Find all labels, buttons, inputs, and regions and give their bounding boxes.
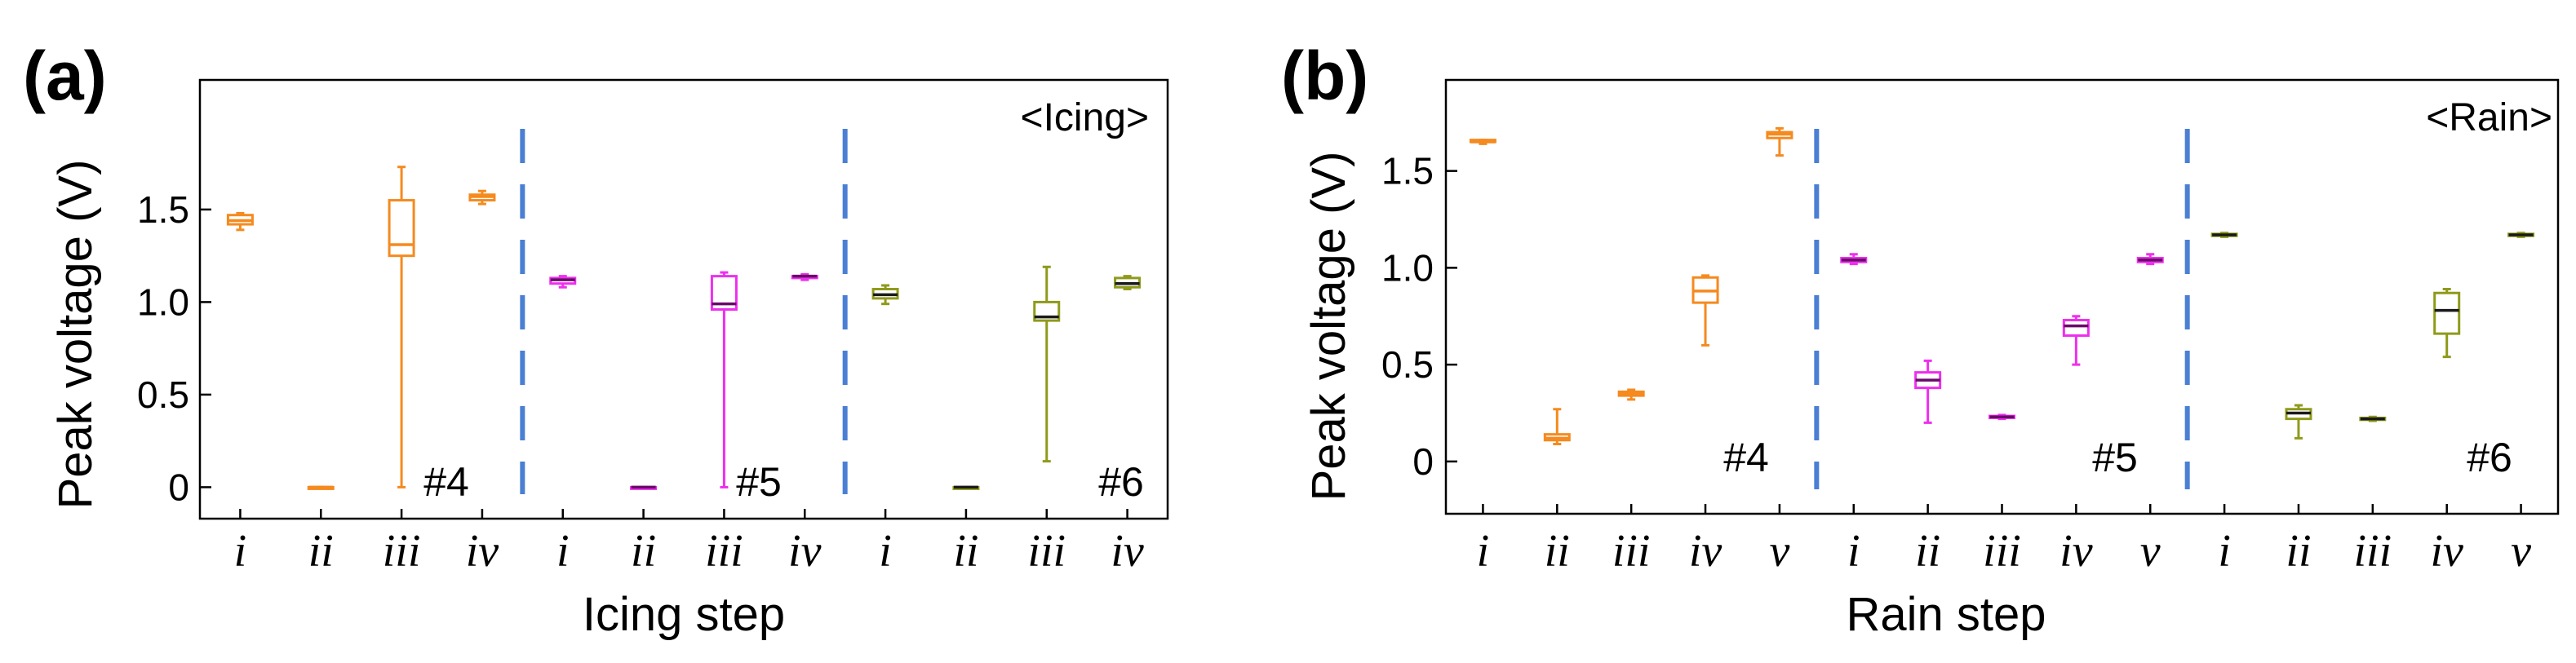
x-tick-label: iv	[2059, 526, 2093, 577]
x-tick-label: iv	[1689, 526, 1723, 577]
x-tick-label: ii	[631, 526, 656, 577]
box-plot	[1766, 126, 1793, 157]
x-tick-label: iv	[466, 526, 499, 577]
y-tick-label: 0	[1412, 440, 1434, 483]
x-tick-label: iii	[383, 526, 421, 577]
x-tick-label: iii	[1027, 526, 1066, 577]
box-body	[388, 199, 415, 258]
y-tick-label: 1.5	[137, 188, 189, 231]
x-tick-label: iii	[1612, 526, 1651, 577]
box-plot	[1617, 388, 1645, 401]
x-tick-labels: i ii iii iv v i ii iii iv v i ii iii iv v	[1477, 504, 2531, 577]
group-label: #6	[2467, 435, 2512, 480]
x-axis-label: Rain step	[1846, 588, 2046, 641]
box-plot	[307, 485, 335, 490]
y-tick-label: 0.5	[1381, 343, 1434, 386]
x-tick-label: iv	[1111, 526, 1144, 577]
box-plot	[710, 271, 738, 488]
x-tick-label: iii	[1983, 526, 2021, 577]
box-plot	[630, 485, 658, 490]
box-plot	[791, 272, 818, 281]
box-plot	[1543, 408, 1571, 445]
group-label: #4	[423, 459, 469, 505]
box-plot	[468, 189, 496, 206]
x-tick-label: ii	[953, 526, 978, 577]
x-tick-label: v	[2140, 526, 2161, 577]
chart-annotation: <Icing>	[1021, 96, 1149, 139]
x-tick-label: ii	[1915, 526, 1940, 577]
y-tick-label: 0	[168, 466, 189, 508]
x-tick-label: i	[234, 526, 247, 577]
chart-annotation: <Rain>	[2426, 96, 2552, 139]
y-tick-label: 1.0	[137, 281, 189, 323]
box-plot	[1840, 253, 1868, 266]
box-plot	[952, 485, 980, 490]
group-labels: #4 #5 #6	[1723, 435, 2512, 480]
box-plot	[2285, 404, 2312, 440]
box-plot	[2507, 232, 2535, 238]
box-plots	[1469, 126, 2535, 445]
box-plot	[871, 284, 899, 306]
box-plots	[226, 166, 1142, 490]
group-label: #6	[1098, 459, 1144, 505]
x-tick-label: i	[556, 526, 570, 577]
box-plot	[2136, 253, 2164, 266]
x-tick-label: v	[2511, 526, 2531, 577]
x-tick-label: iii	[2353, 526, 2392, 577]
x-axis-label: Icing step	[583, 588, 785, 641]
box-plot	[1914, 359, 1942, 424]
box-plot	[1691, 274, 1719, 347]
box-plot	[1033, 265, 1061, 463]
box-plot	[226, 211, 254, 232]
x-tick-label: ii	[1545, 526, 1570, 577]
group-separators	[1814, 129, 2190, 489]
y-ticks: 0 0.5 1.0 1.5	[1381, 150, 1457, 483]
panel-label: (b)	[1281, 38, 1368, 114]
group-separators	[520, 129, 848, 494]
group-label: #5	[736, 459, 782, 505]
plot-frame	[198, 78, 1169, 520]
plot-frame	[1444, 78, 2560, 515]
box-plot	[1114, 275, 1142, 291]
x-tick-label: i	[1847, 526, 1860, 577]
x-tick-label: v	[1769, 526, 1789, 577]
box-plot	[388, 166, 415, 488]
x-tick-label: iv	[2430, 526, 2463, 577]
box-plot	[1469, 139, 1496, 145]
group-labels: #4 #5 #6	[423, 459, 1144, 505]
box-plot	[2433, 288, 2461, 359]
box-body	[2062, 319, 2090, 337]
y-axis-label: Peak voltage (V)	[1302, 152, 1355, 502]
y-tick-label: 1.0	[1381, 246, 1434, 289]
x-tick-label: i	[2218, 526, 2231, 577]
box-plot	[2062, 315, 2090, 366]
box-body	[2433, 291, 2461, 335]
x-tick-label: i	[1477, 526, 1490, 577]
x-tick-labels: i ii iii iv i ii iii iv i ii iii iv	[234, 509, 1144, 577]
group-label: #4	[1723, 435, 1769, 480]
panel-a: (a) Peak voltage (V) Icing step <Icing> …	[23, 38, 1169, 641]
y-tick-label: 0.5	[137, 373, 189, 416]
box-plot	[549, 275, 577, 289]
y-axis-label: Peak voltage (V)	[49, 160, 102, 510]
x-tick-label: iv	[788, 526, 822, 577]
y-tick-label: 1.5	[1381, 150, 1434, 192]
panel-label: (a)	[23, 38, 107, 114]
y-ticks: 0 0.5 1.0 1.5	[137, 188, 211, 508]
group-label: #5	[2092, 435, 2138, 480]
box-plot	[2210, 232, 2238, 238]
box-plot	[1989, 413, 2015, 421]
x-tick-label: iii	[705, 526, 743, 577]
x-tick-label: ii	[2286, 526, 2311, 577]
panel-b: (b) Peak voltage (V) Rain step <Rain> 00…	[1281, 38, 2560, 641]
box-plot	[2359, 415, 2387, 422]
x-tick-label: ii	[308, 526, 334, 577]
x-tick-label: i	[879, 526, 892, 577]
